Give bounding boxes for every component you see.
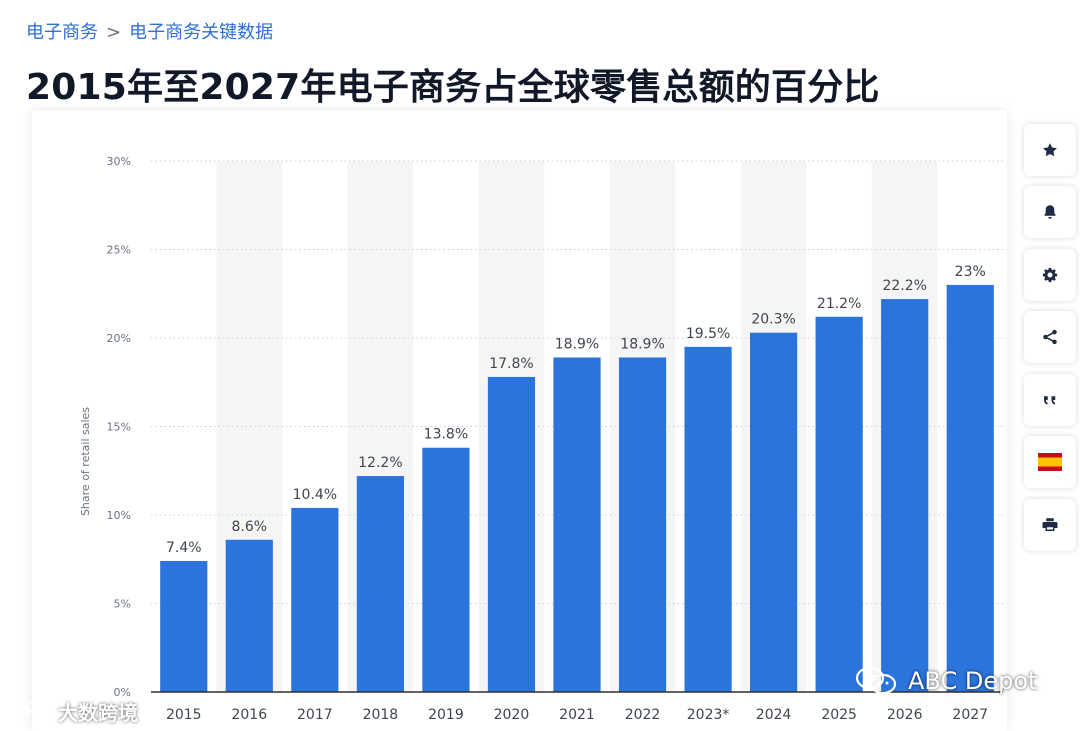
y-tick-label: 20% xyxy=(107,332,131,345)
y-tick-label: 5% xyxy=(114,598,131,611)
cite-button[interactable] xyxy=(1024,374,1076,426)
watermark-left-text: 大数跨境 xyxy=(58,701,138,725)
x-tick-label-2026: 2026 xyxy=(887,707,923,723)
bar-2020[interactable] xyxy=(487,376,536,692)
breadcrumb-current-link[interactable]: 电子商务关键数据 xyxy=(129,22,274,43)
data-label-2018: 12.2% xyxy=(358,455,402,471)
wechat-logo-icon xyxy=(855,666,897,695)
data-label-2021: 18.9% xyxy=(555,336,599,352)
data-label-2020: 17.8% xyxy=(489,356,533,372)
bar-2018[interactable] xyxy=(356,476,404,692)
data-label-2026: 22.2% xyxy=(882,278,926,294)
x-tick-label-2024: 2024 xyxy=(756,707,792,723)
x-tick-label-2019: 2019 xyxy=(428,707,464,723)
data-label-2019: 13.8% xyxy=(424,427,468,443)
print-icon xyxy=(1042,518,1058,531)
x-tick-label-2027: 2027 xyxy=(952,707,988,723)
watermark-left: 大数跨境 xyxy=(10,697,138,726)
page-title: 2015年至2027年电子商务占全球零售总额的百分比 xyxy=(26,67,880,108)
gear-icon xyxy=(1042,267,1058,283)
print-button[interactable] xyxy=(1024,499,1076,551)
bell-icon xyxy=(1044,205,1056,219)
data-label-2016: 8.6% xyxy=(232,519,268,535)
bar-2025[interactable] xyxy=(815,316,863,692)
data-label-2023-estimate: 19.5% xyxy=(686,326,730,342)
watermark-right-text: ABC Depot xyxy=(908,667,1038,695)
y-tick-label: 0% xyxy=(114,686,131,699)
bar-2019[interactable] xyxy=(422,447,470,692)
settings-button[interactable] xyxy=(1024,249,1076,301)
x-tick-label-2015: 2015 xyxy=(166,707,202,723)
bar-2026[interactable] xyxy=(881,299,929,692)
data-label-2022: 18.9% xyxy=(620,336,664,352)
x-tick-label-2021: 2021 xyxy=(559,707,595,723)
watermark-right: ABC Depot xyxy=(852,664,1037,698)
y-tick-label: 10% xyxy=(107,509,131,522)
star-icon xyxy=(1043,143,1057,157)
y-axis-title: Share of retail sales xyxy=(79,407,92,516)
data-label-2027: 23% xyxy=(955,264,986,280)
notifications-button[interactable] xyxy=(1024,186,1076,238)
bar-2024[interactable] xyxy=(750,332,798,692)
y-tick-label: 30% xyxy=(107,155,131,168)
x-tick-label-2023-estimate: 2023* xyxy=(687,707,730,723)
data-label-2015: 7.4% xyxy=(166,540,202,556)
x-tick-label-2017: 2017 xyxy=(297,707,333,723)
y-tick-label: 15% xyxy=(107,421,131,434)
data-label-2025: 21.2% xyxy=(817,296,861,312)
x-tick-label-2025: 2025 xyxy=(821,707,857,723)
bar-2022[interactable] xyxy=(618,357,667,692)
bar-2017[interactable] xyxy=(291,507,339,692)
data-label-2017: 10.4% xyxy=(293,487,337,503)
bar-2016[interactable] xyxy=(225,539,273,692)
y-tick-label: 25% xyxy=(107,244,131,257)
bar-2015[interactable] xyxy=(160,561,208,692)
breadcrumb: 电子商务 > 电子商务关键数据 xyxy=(26,18,273,44)
breadcrumb-separator: > xyxy=(106,22,122,43)
breadcrumb-parent-link[interactable]: 电子商务 xyxy=(26,22,98,43)
share-icon xyxy=(1043,329,1057,345)
bar-2021[interactable] xyxy=(553,357,601,692)
x-tick-label-2016: 2016 xyxy=(231,707,267,723)
chart-svg: 0% 5% 10% 15% 20% 25% 30% Share of retail sales… xyxy=(79,155,1003,723)
bar-2027[interactable] xyxy=(946,284,994,692)
bar-2023-estimate[interactable] xyxy=(684,346,732,692)
language-button[interactable] xyxy=(1024,436,1076,488)
x-tick-label-2022: 2022 xyxy=(625,707,661,723)
watermark-logo-icon xyxy=(11,700,48,721)
spain-flag-icon xyxy=(1038,453,1062,471)
x-tick-label-2018: 2018 xyxy=(363,707,399,723)
star-button[interactable] xyxy=(1024,124,1076,176)
quote-icon xyxy=(1044,396,1056,405)
x-tick-label-2020: 2020 xyxy=(494,707,530,723)
share-button[interactable] xyxy=(1024,311,1076,363)
data-label-2024: 20.3% xyxy=(751,312,795,328)
